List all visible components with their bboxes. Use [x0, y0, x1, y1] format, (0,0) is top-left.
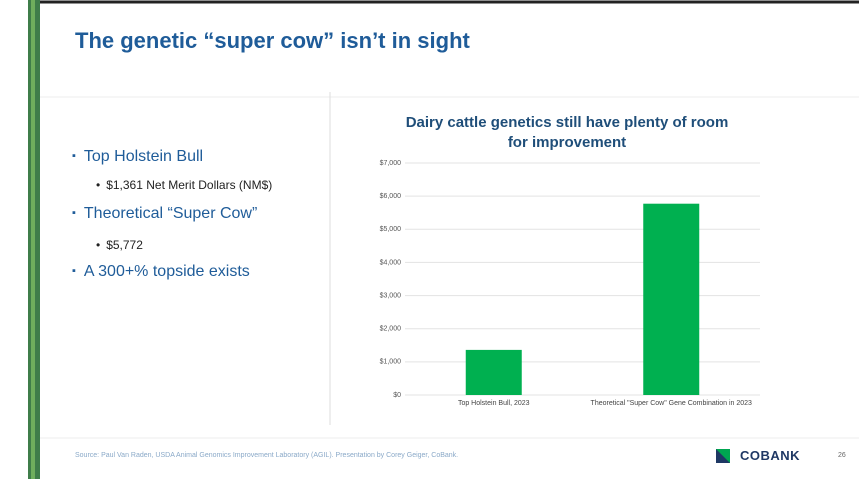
- y-tick-label: $5,000: [380, 226, 402, 233]
- bar: [643, 203, 700, 395]
- logo: COBANK: [740, 448, 801, 463]
- bullet: Theoretical “Super Cow”: [72, 205, 257, 223]
- slide-title: The genetic “super cow” isn’t in sight: [75, 28, 470, 53]
- y-tick-label: $2,000: [380, 326, 402, 333]
- sub-bullet: $1,361 Net Merit Dollars (NM$): [96, 178, 272, 192]
- y-tick-label: $6,000: [380, 193, 402, 200]
- x-tick-label: Theoretical "Super Cow" Gene Combination…: [590, 400, 752, 407]
- bullet: A 300+% topside exists: [72, 263, 250, 281]
- y-tick-label: $0: [393, 392, 401, 399]
- chart-title: Dairy cattle genetics still have plenty …: [405, 114, 729, 151]
- logo-icon-shade: [716, 449, 730, 463]
- source: Source: Paul Van Raden, USDA Animal Geno…: [75, 452, 459, 459]
- side-stripe-light: [31, 0, 35, 479]
- bar: [465, 349, 522, 395]
- sub-bullet: $5,772: [96, 238, 143, 252]
- page-number: 26: [838, 452, 846, 459]
- y-tick-label: $4,000: [380, 259, 402, 266]
- y-tick-label: $3,000: [380, 292, 402, 299]
- y-tick-label: $1,000: [380, 359, 402, 366]
- y-tick-label: $7,000: [380, 160, 402, 167]
- bullet: Top Holstein Bull: [72, 148, 203, 166]
- x-tick-label: Top Holstein Bull, 2023: [457, 400, 530, 407]
